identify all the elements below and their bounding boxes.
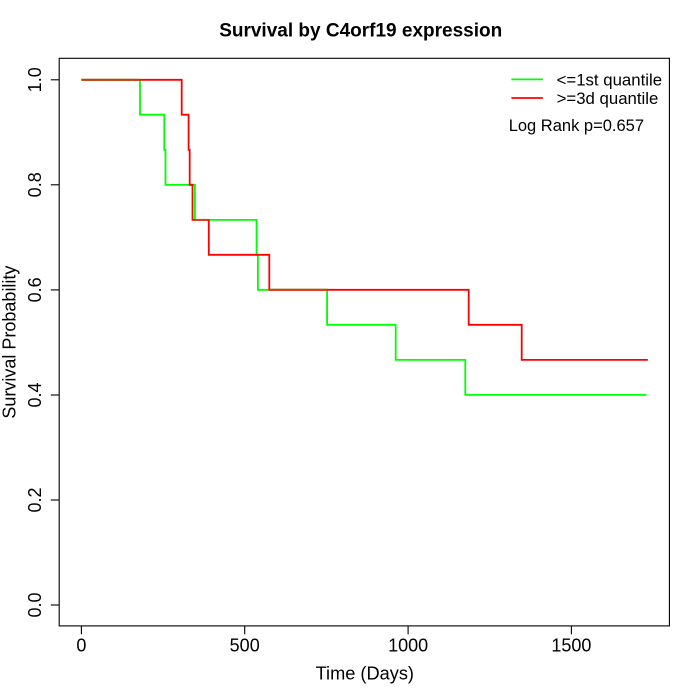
- svg-text:1.0: 1.0: [25, 67, 45, 92]
- svg-text:0.8: 0.8: [25, 172, 45, 197]
- svg-text:Survival by C4orf19 expression: Survival by C4orf19 expression: [219, 20, 502, 41]
- svg-text:>=3d quantile: >=3d quantile: [557, 89, 659, 108]
- svg-text:0: 0: [76, 636, 86, 656]
- svg-text:Survival Probability: Survival Probability: [0, 266, 19, 419]
- svg-text:1500: 1500: [551, 636, 591, 656]
- svg-text:1000: 1000: [388, 636, 428, 656]
- svg-text:0.0: 0.0: [25, 592, 45, 617]
- svg-text:<=1st quantile: <=1st quantile: [557, 71, 662, 90]
- svg-text:0.2: 0.2: [25, 487, 45, 512]
- svg-text:0.4: 0.4: [25, 382, 45, 407]
- svg-text:Log Rank p=0.657: Log Rank p=0.657: [509, 117, 644, 135]
- svg-text:0.6: 0.6: [25, 277, 45, 302]
- svg-text:Time (Days): Time (Days): [316, 664, 414, 684]
- svg-text:500: 500: [230, 636, 260, 656]
